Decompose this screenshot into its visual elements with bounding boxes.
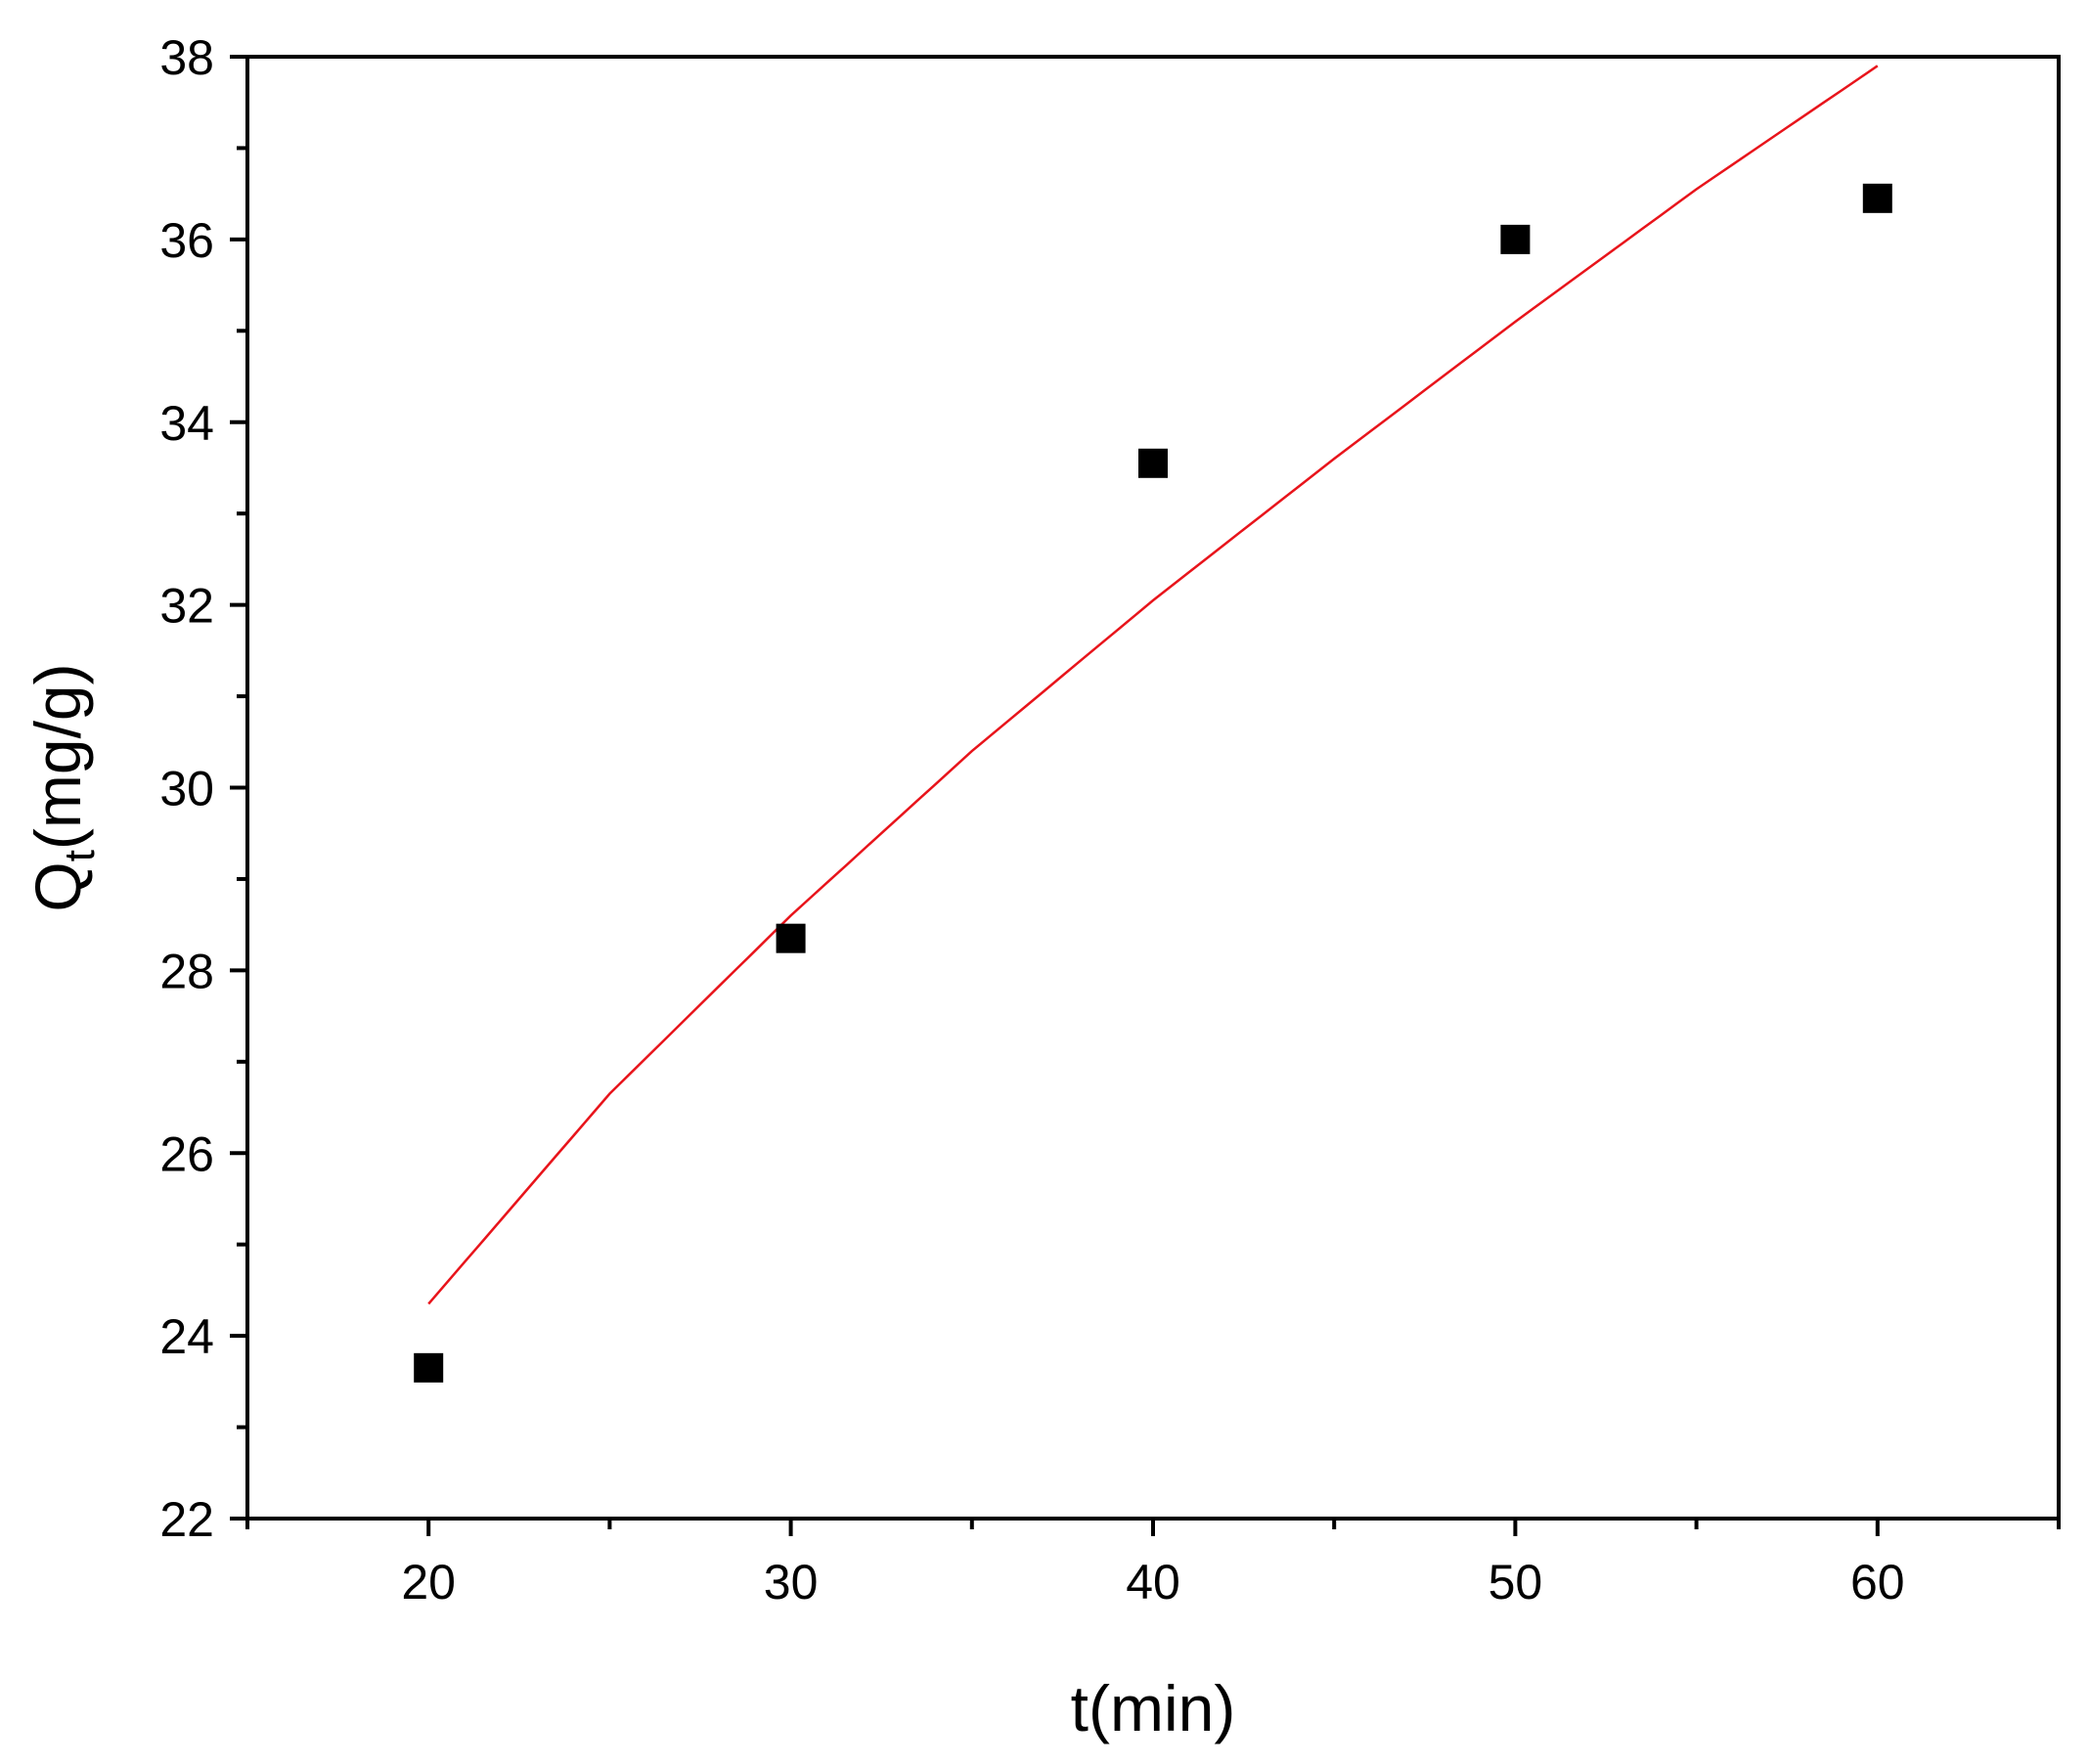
- y-tick-label: 38: [159, 30, 214, 85]
- data-point: [1862, 183, 1892, 213]
- y-tick-label: 30: [159, 762, 214, 816]
- data-point: [414, 1352, 444, 1383]
- y-tick-label: 26: [159, 1126, 214, 1181]
- data-point: [776, 923, 806, 953]
- x-tick-label: 50: [1488, 1555, 1543, 1610]
- y-tick-label: 32: [159, 579, 214, 634]
- y-tick-label: 36: [159, 213, 214, 268]
- data-point: [1138, 448, 1168, 478]
- y-tick-label: 28: [159, 944, 214, 998]
- y-tick-label: 24: [159, 1309, 214, 1364]
- x-tick-label: 30: [764, 1555, 819, 1610]
- fit-curve-layer: [427, 65, 1879, 1305]
- x-tick-label: 20: [401, 1555, 456, 1610]
- data-point: [1500, 224, 1531, 254]
- tick-labels-layer: 20 30 40 50 60 22 24 26 28 30 32 34 36 38: [159, 30, 1904, 1610]
- y-axis-title-subscript: t: [56, 850, 104, 861]
- x-tick-label: 60: [1850, 1555, 1905, 1610]
- y-axis-title: Qt(mg/g): [22, 663, 104, 911]
- y-axis-title-main: Q: [22, 861, 94, 911]
- ticks-layer: [230, 55, 2061, 1536]
- x-axis-title: t(min): [1071, 1672, 1236, 1744]
- y-axis-title-unit: (mg/g): [22, 663, 94, 850]
- data-points-layer: [414, 183, 1892, 1383]
- y-tick-label: 34: [159, 396, 214, 451]
- x-tick-label: 40: [1126, 1555, 1180, 1610]
- plot-frame: [245, 55, 2061, 1521]
- fit-curve: [427, 65, 1879, 1305]
- y-tick-label: 22: [159, 1492, 214, 1547]
